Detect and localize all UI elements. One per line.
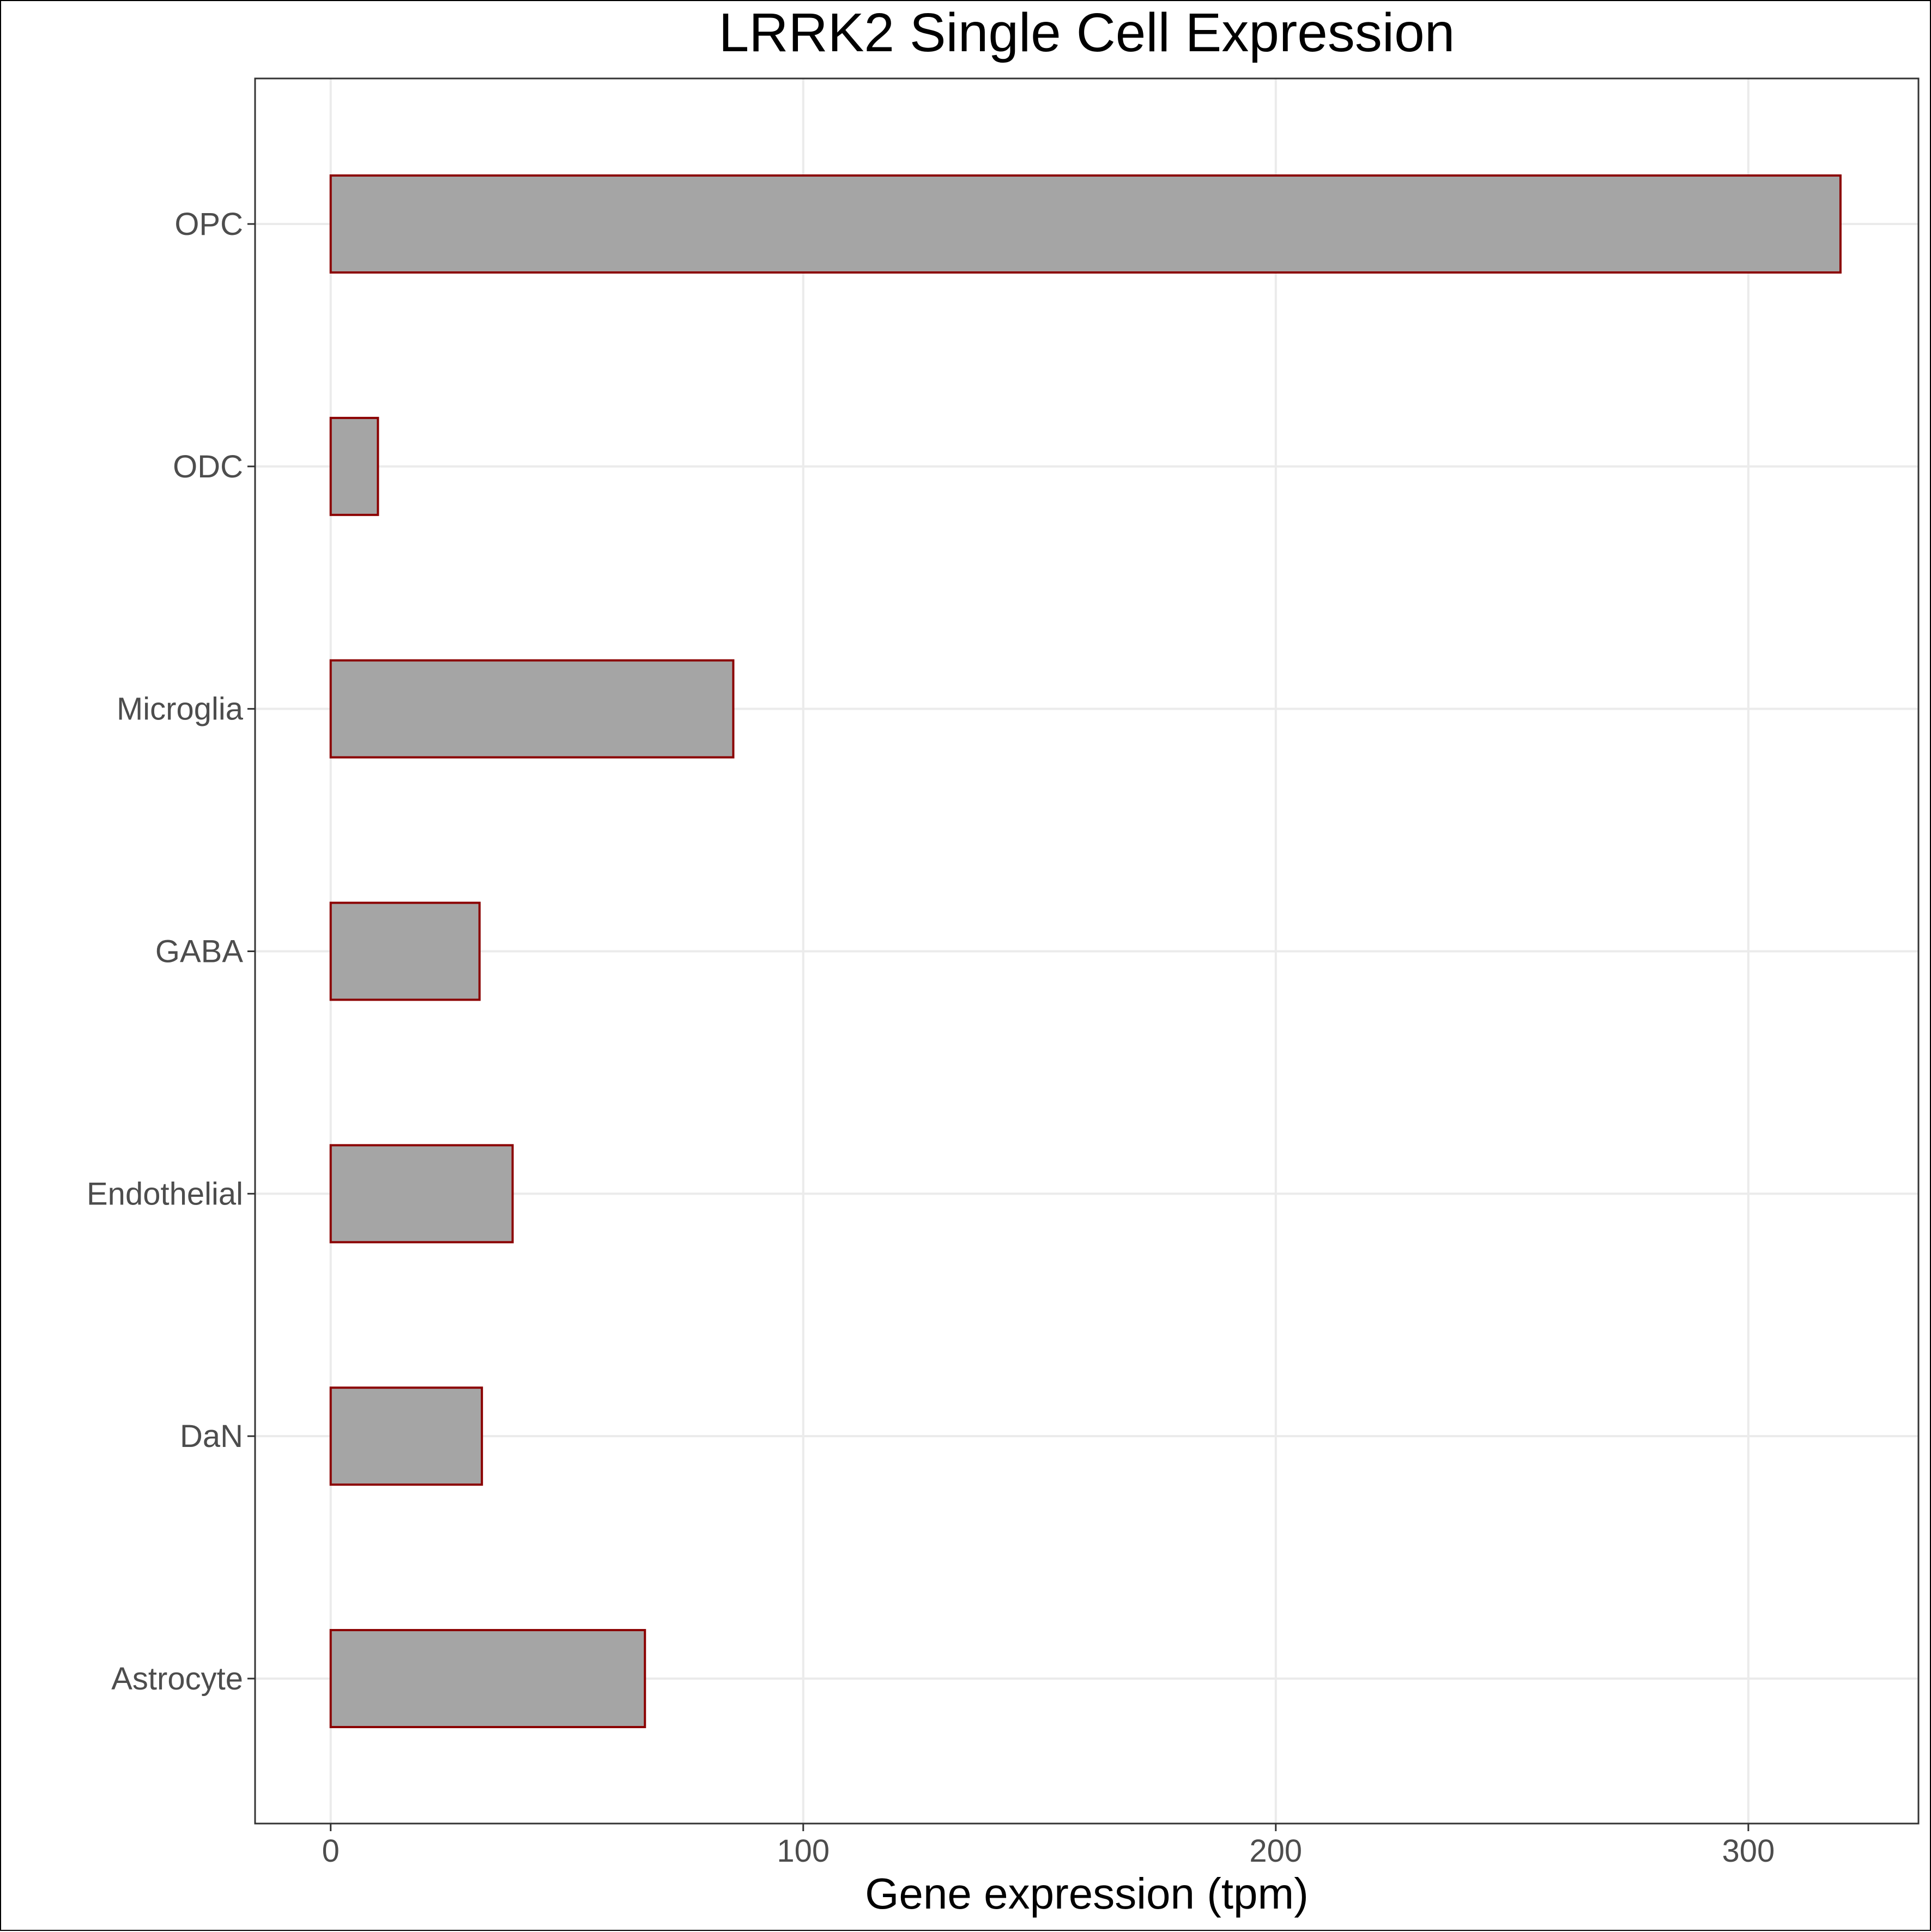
y-tick-label: Endothelial [87,1176,243,1212]
x-axis-title: Gene expression (tpm) [865,1869,1309,1918]
y-tick-label: OPC [174,207,243,242]
y-tick-label: Astrocyte [111,1661,243,1697]
x-tick-label: 100 [777,1833,830,1869]
grid-layer [255,78,1918,1824]
bar-astrocyte [329,1629,646,1728]
bar-endothelial [329,1144,514,1244]
bar-dan [329,1386,483,1486]
bar-opc [329,174,1842,274]
x-tick-label: 0 [322,1833,340,1869]
x-tick-label: 300 [1722,1833,1775,1869]
chart-title: LRRK2 Single Cell Expression [719,2,1455,63]
y-tick-label: ODC [173,449,243,484]
y-tick-label: DaN [180,1419,243,1454]
bar-odc [329,416,379,516]
y-tick-label: Microglia [117,692,244,727]
x-tick-label: 200 [1249,1833,1302,1869]
bar-microglia [329,659,735,759]
y-tick-label: GABA [155,934,243,970]
ticks-layer: 0 100 200 300 Astrocyte DaN Endothelial GABA Mic… [87,207,1775,1869]
bar-gaba [329,901,481,1001]
bars-layer [329,174,1842,1728]
